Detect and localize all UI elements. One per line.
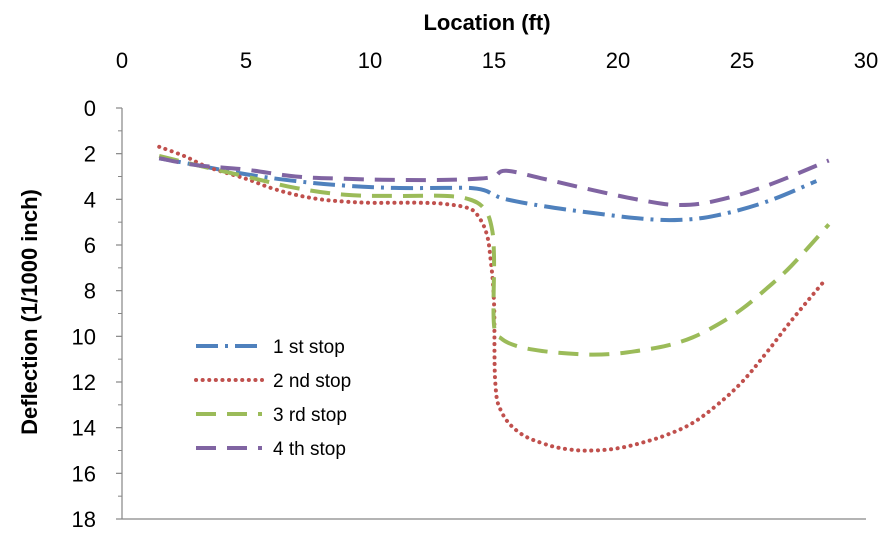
- x-tick-labels: 0 5 10 15 20 25 30: [116, 48, 878, 73]
- x-axis-title: Location (ft): [423, 10, 550, 35]
- y-tick-label: 16: [72, 461, 96, 486]
- series-line-3: [158, 154, 831, 357]
- series-line-2: [157, 144, 826, 453]
- y-axis-title: Deflection (1/1000 inch): [17, 189, 42, 435]
- y-tick-marks: [116, 107, 122, 520]
- series-line-1: [158, 156, 818, 223]
- legend-label-2: 2 nd stop: [273, 371, 351, 392]
- y-tick-label: 4: [84, 187, 96, 212]
- y-tick-labels: 0 2 4 6 8 10 12 14 16 18: [72, 96, 96, 532]
- legend-label-3: 3 rd stop: [273, 405, 347, 426]
- x-tick-label: 10: [358, 48, 382, 73]
- series-layer: [157, 144, 831, 453]
- y-tick-label: 12: [72, 370, 96, 395]
- axes: 0 2 4 6 8 10 12 14 16 18 0 5 10 15 20 25 30: [72, 48, 879, 532]
- legend-label-4: 4 th stop: [273, 439, 346, 460]
- y-tick-label: 18: [72, 507, 96, 532]
- legend-label-1: 1 st stop: [273, 337, 345, 358]
- x-tick-label: 5: [240, 48, 252, 73]
- series-line-4: [158, 156, 830, 208]
- y-tick-label: 8: [84, 279, 96, 304]
- y-tick-label: 6: [84, 233, 96, 258]
- x-tick-label: 25: [730, 48, 754, 73]
- y-tick-label: 10: [72, 324, 96, 349]
- y-tick-label: 2: [84, 142, 96, 167]
- x-tick-label: 20: [606, 48, 630, 73]
- y-tick-label: 0: [84, 96, 96, 121]
- x-tick-label: 15: [482, 48, 506, 73]
- x-tick-label: 0: [116, 48, 128, 73]
- x-tick-label: 30: [854, 48, 878, 73]
- y-tick-label: 14: [72, 416, 96, 441]
- legend: 1 st stop 2 nd stop 3 rd stop 4 th stop: [194, 337, 351, 460]
